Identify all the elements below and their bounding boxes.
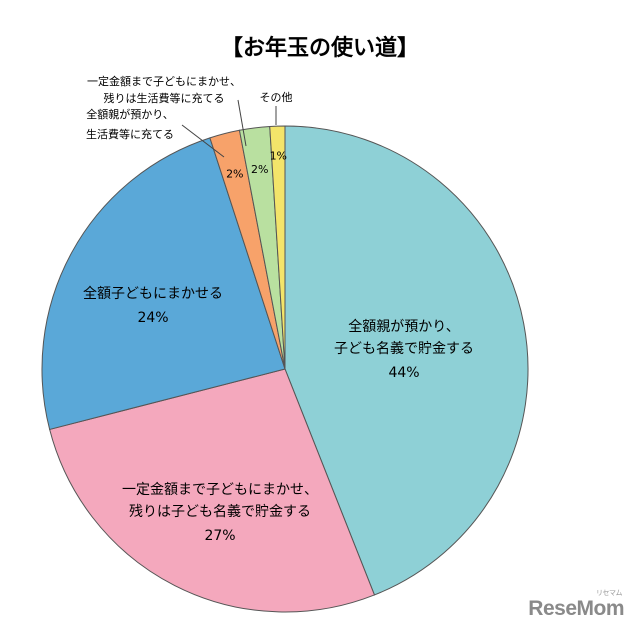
- slice-value-label: 1%: [270, 149, 287, 162]
- watermark-text: ReseMom: [528, 597, 624, 620]
- slice-value-label: 44%: [388, 365, 419, 381]
- pie-slice: [41, 137, 286, 431]
- slice-label: その他: [260, 91, 293, 104]
- watermark-kana: リセマム: [596, 590, 623, 597]
- slice-label: 全額子どもにまかせる: [83, 285, 223, 302]
- slice-label: 一定金額まで子どもにまかせ、: [87, 74, 241, 88]
- leader-line: [237, 99, 247, 147]
- slice-label: 生活費等に充てる: [86, 127, 174, 141]
- slice-value-label: 24%: [137, 310, 168, 326]
- slice-value-label: 2%: [251, 163, 268, 176]
- pie-slices: [41, 125, 529, 613]
- slice-value-label: 2%: [226, 168, 243, 181]
- slice-label: 残りは生活費等に充てる: [104, 91, 225, 105]
- slice-label: 残りは子ども名義で貯金する: [129, 503, 311, 520]
- slice-label: 全額親が預かり、: [86, 107, 174, 121]
- watermark-logo: ReseMom リセマム: [528, 590, 624, 621]
- pie-slice: [284, 125, 529, 596]
- leader-line: [181, 124, 225, 158]
- slice-label: 子ども名義で貯金する: [334, 340, 474, 357]
- slice-label: 一定金額まで子どもにまかせ、: [122, 482, 318, 498]
- pie-slice: [49, 368, 376, 613]
- chart-title: 【お年玉の使い道】: [220, 36, 419, 61]
- slice-value-label: 27%: [204, 528, 235, 544]
- pie-labels: 全額親が預かり、子ども名義で貯金する44%一定金額まで子どもにまかせ、残りは子ど…: [83, 74, 474, 544]
- pie-slice: [269, 125, 286, 370]
- slice-label: 全額親が預かり、: [348, 318, 459, 335]
